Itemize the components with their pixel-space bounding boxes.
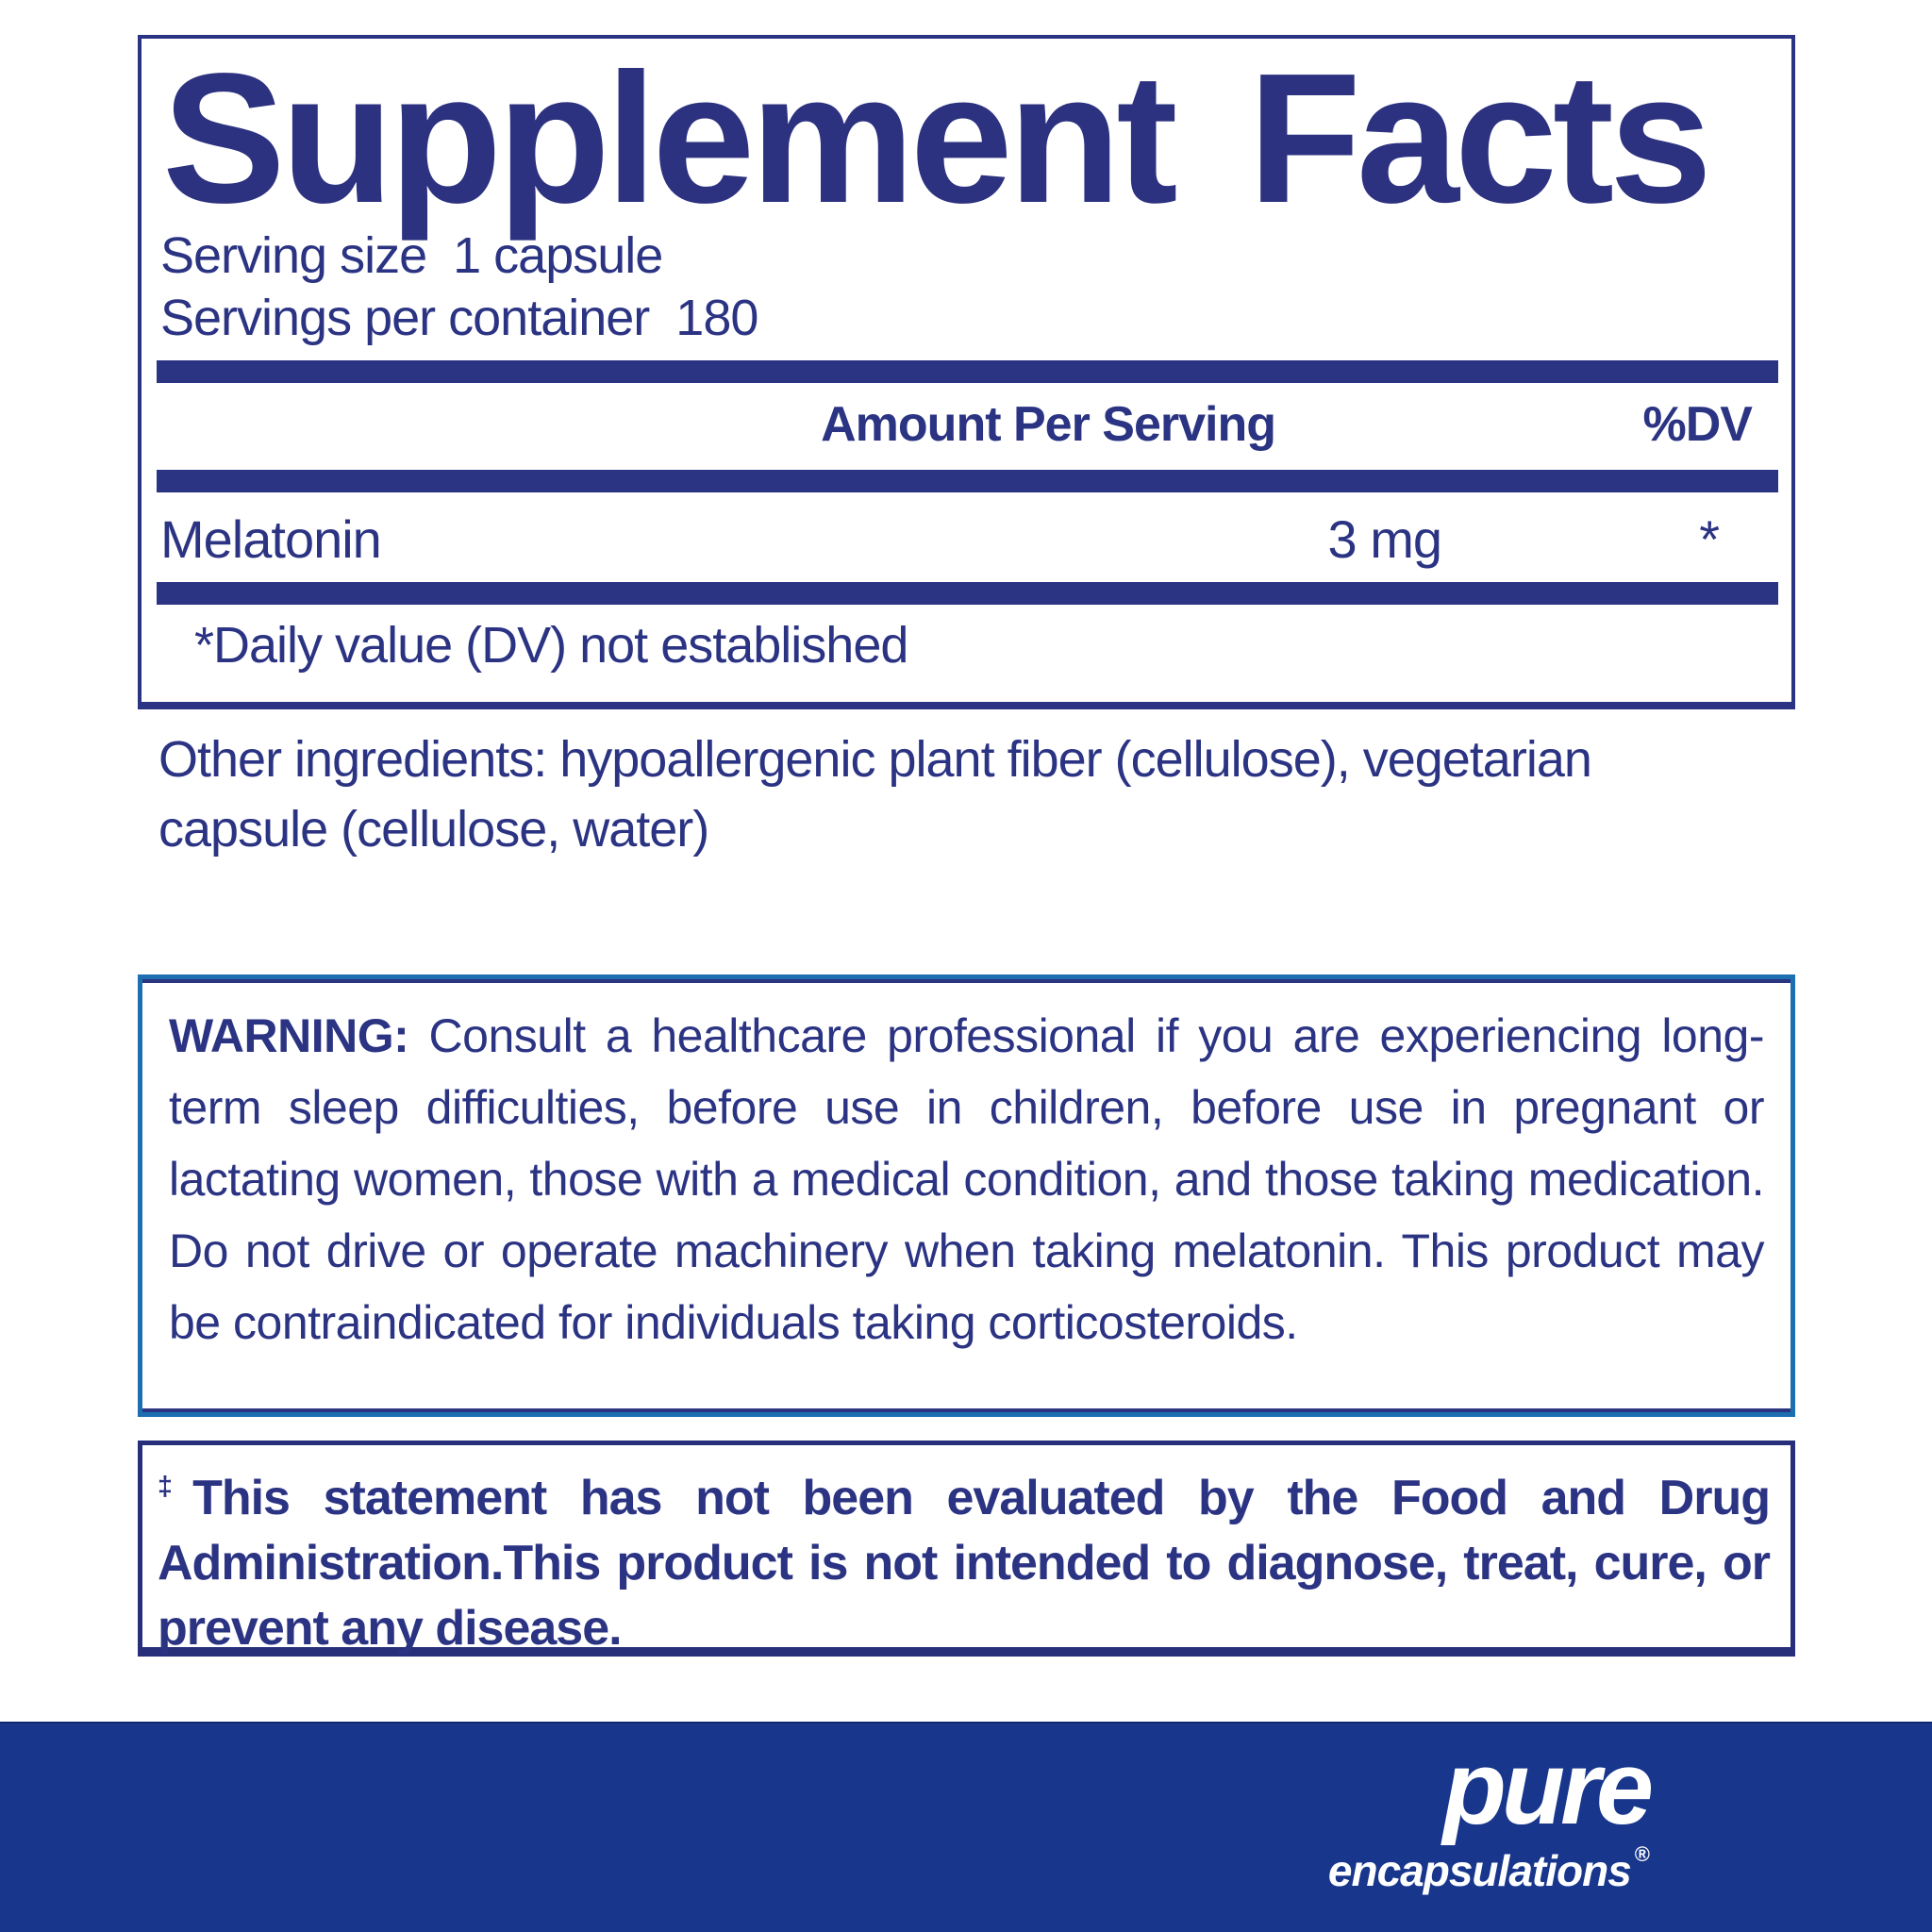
brand-subname: encapsulations <box>1327 1846 1632 1895</box>
supplement-facts-panel: Supplement Facts Serving size 1 capsule … <box>138 35 1795 709</box>
fda-disclaimer-text: This statement has not been evaluated by… <box>158 1471 1771 1656</box>
ingredient-amount: 3 mg <box>1327 509 1442 569</box>
percent-dv-header: %DV <box>1642 397 1753 452</box>
double-dagger-mark: ‡ <box>158 1472 193 1502</box>
brand-footer-band: pure encapsulations ® <box>0 1722 1932 1932</box>
warning-text: Consult a healthcare professional if you… <box>169 1009 1765 1349</box>
fda-disclaimer-box: ‡This statement has not been evaluated b… <box>138 1441 1795 1657</box>
other-ingredients-text: Other ingredients: hypoallergenic plant … <box>158 731 1592 858</box>
divider-bar-bottom <box>157 582 1778 605</box>
servings-per-container-line: Servings per container 180 <box>160 290 758 346</box>
warning-label: WARNING: <box>169 1009 409 1062</box>
ingredient-dv-asterisk: * <box>1699 509 1720 569</box>
warning-box: WARNING: Consult a healthcare profession… <box>138 974 1795 1417</box>
brand-subname-row: encapsulations ® <box>1327 1833 1650 1895</box>
warning-paragraph: WARNING: Consult a healthcare profession… <box>169 1000 1765 1358</box>
brand-logo: pure encapsulations ® <box>1327 1730 1654 1895</box>
dv-footnote: *Daily value (DV) not established <box>194 617 908 674</box>
serving-size-line: Serving size 1 capsule <box>160 227 663 284</box>
divider-bar-top <box>157 360 1778 383</box>
brand-name: pure <box>1442 1730 1654 1846</box>
registered-trademark-icon: ® <box>1634 1842 1650 1866</box>
warning-box-inner: WARNING: Consult a healthcare profession… <box>142 979 1790 1412</box>
amount-per-serving-header: Amount Per Serving <box>821 397 1276 452</box>
ingredient-name: Melatonin <box>160 509 382 569</box>
fda-paragraph: ‡This statement has not been evaluated b… <box>158 1455 1771 1661</box>
divider-bar-middle <box>157 470 1778 492</box>
panel-title: Supplement Facts <box>162 35 1712 242</box>
